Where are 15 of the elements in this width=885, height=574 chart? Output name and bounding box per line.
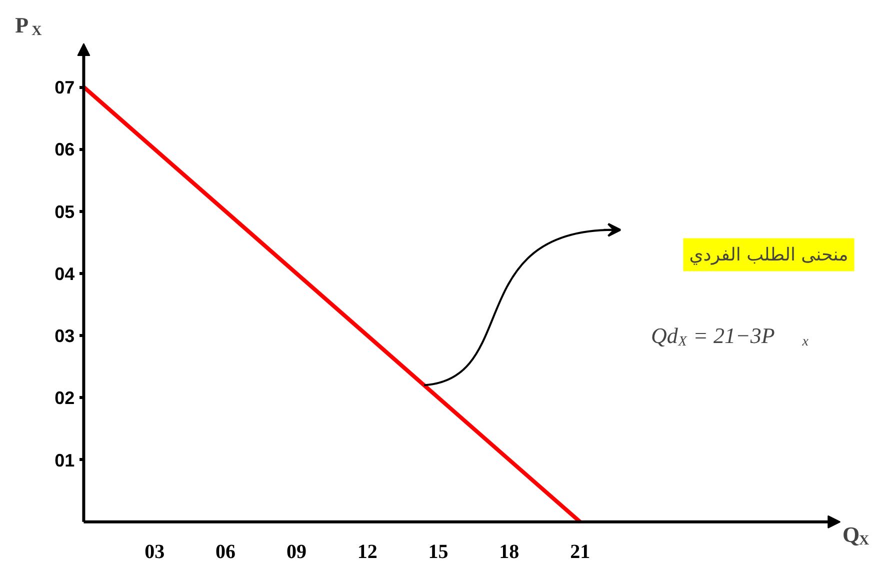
x-tick-label: 12 (357, 540, 378, 563)
x-tick-label: 18 (499, 540, 520, 563)
x-tick-label: 06 (216, 540, 236, 563)
y-tick-label: 04 (54, 264, 75, 284)
x-tick-label: 03 (144, 540, 165, 563)
x-tick-label: 21 (570, 540, 590, 563)
y-tick-label: 06 (54, 140, 75, 160)
annotation: منحنى الطلب الفردي (689, 244, 848, 266)
y-tick-label: 02 (54, 388, 75, 408)
x-tick-label: 15 (428, 540, 448, 563)
y-tick-label: 07 (54, 78, 75, 98)
y-tick-label: 03 (54, 326, 75, 346)
y-tick-label: 01 (54, 450, 75, 470)
x-tick-label: 09 (286, 540, 306, 563)
y-tick-label: 05 (54, 202, 75, 222)
